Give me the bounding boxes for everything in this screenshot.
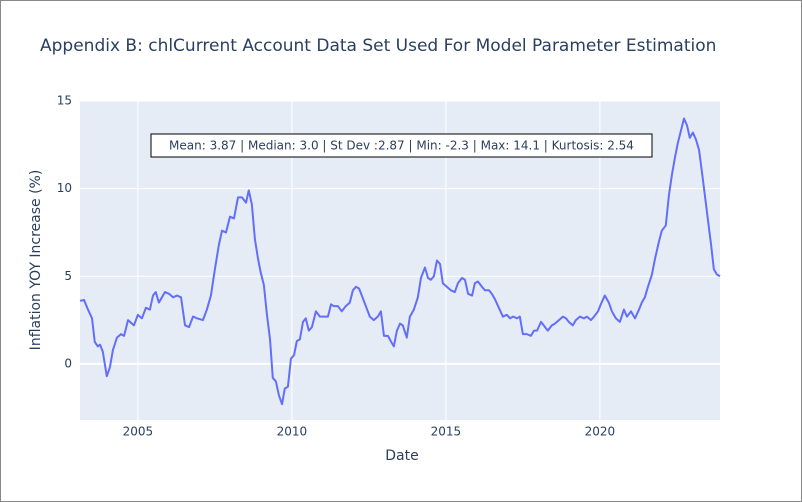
annotation: Mean: 3.87 | Median: 3.0 | St Dev :2.87 … <box>169 139 634 153</box>
chart-title: Appendix B: chlCurrent Account Data Set … <box>40 36 716 56</box>
annotation-box <box>150 133 653 158</box>
x-axis-title: Date <box>385 448 418 464</box>
y-axis-title: Inflation YOY Increase (%) <box>28 170 44 351</box>
x-tick-label: 2005 <box>123 425 154 439</box>
x-tick-label: 2010 <box>277 425 308 439</box>
y-tick-label: 15 <box>57 94 72 108</box>
y-tick-label: 5 <box>64 269 72 283</box>
x-tick-label: 2020 <box>585 425 616 439</box>
y-tick-label: 10 <box>57 181 72 195</box>
marks <box>79 117 721 406</box>
x-tick-label: 2015 <box>431 425 462 439</box>
y-tick-label: 0 <box>64 356 72 370</box>
line-series <box>79 117 721 406</box>
